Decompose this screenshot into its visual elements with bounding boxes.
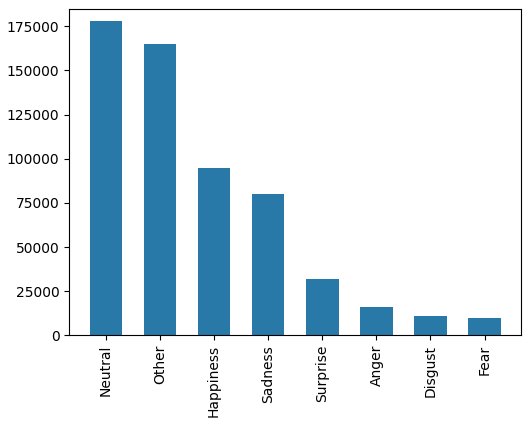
Bar [252, 194, 285, 335]
Bar [144, 44, 176, 335]
Bar [468, 318, 501, 335]
Bar [360, 307, 393, 335]
Bar [198, 168, 230, 335]
Bar [414, 316, 447, 335]
Bar [306, 279, 338, 335]
Bar [90, 21, 122, 335]
